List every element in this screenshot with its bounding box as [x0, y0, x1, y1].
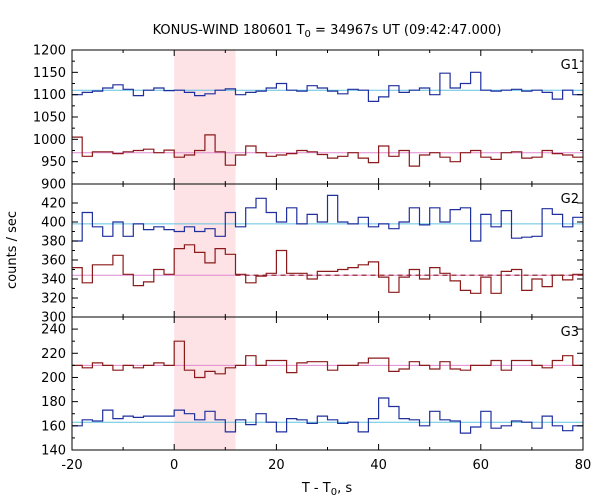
y-tick-label: 900 — [41, 178, 66, 193]
y-tick-label: 1000 — [33, 133, 66, 148]
y-tick-label: 1150 — [33, 66, 66, 81]
y-tick-label: 160 — [41, 419, 66, 434]
y-tick-label: 420 — [41, 197, 66, 212]
y-tick-label: 950 — [41, 155, 66, 170]
x-tick-label: -20 — [61, 458, 82, 473]
y-tick-label: 1100 — [33, 88, 66, 103]
y-tick-label: 240 — [41, 323, 66, 338]
x-axis-title: T - T0, s — [301, 481, 352, 498]
y-tick-label: 360 — [41, 254, 66, 269]
panel-g1: 900 950 1000 1050 1100 1150 1200 G1 — [33, 44, 584, 193]
series-blue-step-line — [72, 194, 583, 242]
panel-frame — [71, 49, 584, 185]
series-red-step-line — [72, 134, 583, 167]
y-tick-label: 300 — [41, 311, 66, 326]
panel-label: G2 — [561, 192, 579, 207]
y-axis-title: counts / sec — [5, 211, 20, 289]
x-axis: -20 0 20 40 60 80 — [61, 458, 591, 473]
shaded-interval — [174, 50, 236, 184]
y-tick-label: 1050 — [33, 111, 66, 126]
y-tick-label: 140 — [41, 444, 66, 459]
panel-g3: 140 160 180 200 220 240 G3 — [41, 316, 584, 459]
panel-g2: 300 320 340 360 380 400 420 G2 — [41, 183, 584, 326]
series-red-step-line — [72, 244, 583, 294]
series-red-step-line — [72, 340, 583, 379]
panel-label: G3 — [561, 325, 579, 340]
panel-frame — [71, 316, 584, 451]
shaded-interval — [174, 184, 236, 317]
x-tick-label: 20 — [268, 458, 285, 473]
x-tick-label: 40 — [370, 458, 387, 473]
y-tick-label: 380 — [41, 235, 66, 250]
x-tick-label: 80 — [575, 458, 592, 473]
series-blue-step-line — [72, 71, 583, 102]
y-tick-label: 180 — [41, 395, 66, 410]
chart-title: KONUS-WIND 180601 T0 = 34967s UT (09:42:… — [153, 23, 502, 40]
y-tick-label: 400 — [41, 216, 66, 231]
x-tick-label: 60 — [473, 458, 490, 473]
y-tick-label: 320 — [41, 292, 66, 307]
y-tick-label: 200 — [41, 371, 66, 386]
x-tick-label: 0 — [170, 458, 178, 473]
panel-label: G1 — [561, 58, 579, 73]
y-tick-label: 1200 — [33, 44, 66, 59]
y-tick-label: 340 — [41, 273, 66, 288]
y-tick-label: 220 — [41, 347, 66, 362]
shaded-interval — [174, 317, 236, 450]
series-blue-step-line — [72, 397, 583, 434]
